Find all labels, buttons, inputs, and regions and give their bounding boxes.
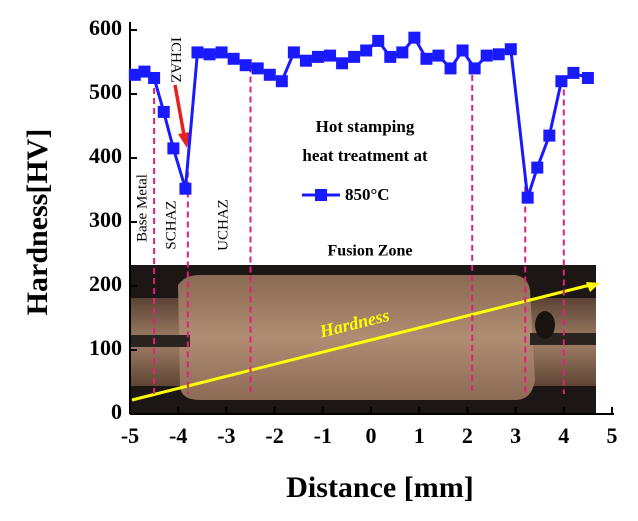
data-point: [167, 142, 180, 155]
data-point: [531, 161, 544, 174]
schaz-label: SCHAZ: [163, 200, 179, 249]
data-point: [287, 46, 300, 59]
ichaz-arrow-head: [178, 132, 190, 148]
data-point: [299, 54, 312, 67]
data-point: [396, 46, 409, 59]
x-tick-label: 2: [462, 423, 473, 448]
base-metal-label: Base Metal: [134, 174, 150, 242]
data-point: [384, 50, 397, 63]
data-point: [128, 68, 141, 81]
legend-title: heat treatment at: [302, 146, 428, 165]
data-point: [555, 75, 568, 88]
data-point: [372, 34, 385, 47]
data-point: [468, 62, 481, 75]
ichaz-label: ICHAZ: [168, 37, 184, 83]
data-point: [275, 75, 288, 88]
data-point: [456, 44, 469, 57]
data-point: [239, 59, 252, 72]
data-point: [336, 57, 349, 70]
data-point: [444, 62, 457, 75]
data-point: [504, 43, 517, 56]
hardness-arrow: [131, 283, 591, 402]
x-tick-label: 5: [607, 423, 618, 448]
y-tick-label: 600: [89, 15, 122, 40]
data-point: [324, 49, 337, 62]
data-point: [492, 48, 505, 61]
uchaz-label: UCHAZ: [215, 199, 231, 251]
data-point: [138, 65, 151, 78]
data-point: [581, 72, 594, 84]
data-point: [191, 46, 204, 59]
data-point: [408, 31, 421, 44]
x-tick-label: -4: [169, 423, 187, 448]
x-tick-label: 1: [414, 423, 425, 448]
legend-marker: [315, 189, 327, 201]
data-point: [543, 129, 556, 142]
y-tick-label: 0: [111, 399, 122, 424]
x-tick-label: -1: [314, 423, 332, 448]
y-tick-label: 100: [89, 335, 122, 360]
x-axis-title: Distance [mm]: [286, 471, 473, 504]
data-point: [311, 50, 324, 63]
legend-label: 850°C: [345, 185, 390, 204]
data-point: [215, 46, 228, 59]
x-tick-label: -5: [121, 423, 139, 448]
y-axis-title: Hardness[HV]: [21, 129, 54, 316]
data-point: [567, 66, 580, 79]
data-point: [360, 44, 373, 57]
y-tick-label: 200: [89, 271, 122, 296]
fusion-zone-label: Fusion Zone: [328, 243, 413, 260]
data-point: [521, 191, 534, 204]
data-point: [157, 105, 170, 118]
hardness-arrow-head: [586, 282, 600, 292]
data-point: [203, 48, 216, 61]
y-tick-label: 300: [89, 207, 122, 232]
y-tick-label: 400: [89, 143, 122, 168]
data-point: [480, 49, 493, 62]
data-point: [348, 50, 361, 63]
data-point: [432, 49, 445, 62]
data-point: [420, 52, 433, 65]
x-tick-label: 0: [366, 423, 377, 448]
data-point: [263, 68, 276, 81]
data-point: [227, 52, 240, 65]
x-tick-label: 3: [510, 423, 521, 448]
data-point: [148, 72, 161, 84]
y-tick-label: 500: [89, 79, 122, 104]
x-tick-label: -3: [217, 423, 235, 448]
data-point: [251, 62, 264, 75]
x-tick-label: -2: [265, 423, 283, 448]
legend-title: Hot stamping: [316, 117, 415, 136]
ichaz-arrow: [173, 84, 186, 136]
data-point: [179, 182, 192, 195]
x-tick-label: 4: [558, 423, 569, 448]
